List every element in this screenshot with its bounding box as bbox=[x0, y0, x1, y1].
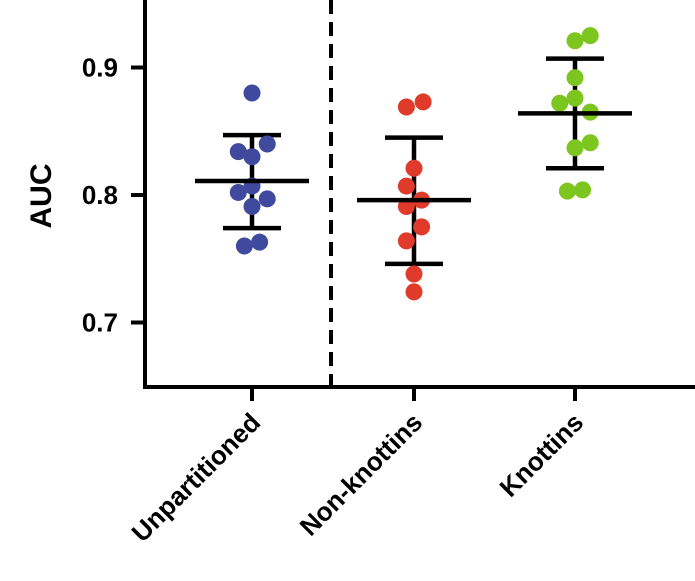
data-point bbox=[581, 27, 599, 45]
data-point bbox=[243, 84, 261, 102]
y-tick-label: 0.8 bbox=[82, 180, 118, 210]
data-point bbox=[229, 183, 247, 201]
data-point bbox=[397, 98, 415, 116]
series-non-knottins bbox=[357, 93, 471, 301]
x-tick-label-knottins: Knottins bbox=[493, 407, 589, 503]
data-point bbox=[581, 134, 599, 152]
data-point bbox=[229, 143, 247, 161]
data-point bbox=[235, 237, 253, 255]
data-point bbox=[258, 135, 276, 153]
x-tick-label-non-knottins: Non-knottins bbox=[294, 407, 429, 542]
data-point bbox=[243, 148, 261, 166]
data-point bbox=[566, 139, 584, 157]
data-point bbox=[566, 89, 584, 107]
series-unpartitioned bbox=[195, 84, 309, 255]
data-point bbox=[551, 94, 569, 112]
data-point bbox=[414, 93, 432, 111]
data-point bbox=[413, 218, 431, 236]
data-point bbox=[558, 182, 576, 200]
x-ticks: Unpartitioned Non-knottins Knottins bbox=[126, 387, 589, 548]
y-tick-label: 0.9 bbox=[82, 53, 118, 83]
data-point bbox=[251, 233, 269, 251]
data-point bbox=[566, 32, 584, 50]
data-point bbox=[405, 159, 423, 177]
data-point bbox=[566, 69, 584, 87]
data-point bbox=[574, 181, 592, 199]
data-point bbox=[397, 232, 415, 250]
y-axis-label: AUC bbox=[25, 164, 58, 229]
data-point bbox=[258, 190, 276, 208]
x-tick-label-unpartitioned: Unpartitioned bbox=[126, 407, 267, 548]
data-point bbox=[405, 265, 423, 283]
series-layer bbox=[195, 27, 632, 301]
y-ticks: 0.7 0.8 0.9 bbox=[82, 53, 145, 338]
series-knottins bbox=[518, 27, 632, 200]
data-point bbox=[405, 283, 423, 301]
data-point bbox=[243, 197, 261, 215]
y-tick-label: 0.7 bbox=[82, 308, 118, 338]
data-point bbox=[397, 177, 415, 195]
